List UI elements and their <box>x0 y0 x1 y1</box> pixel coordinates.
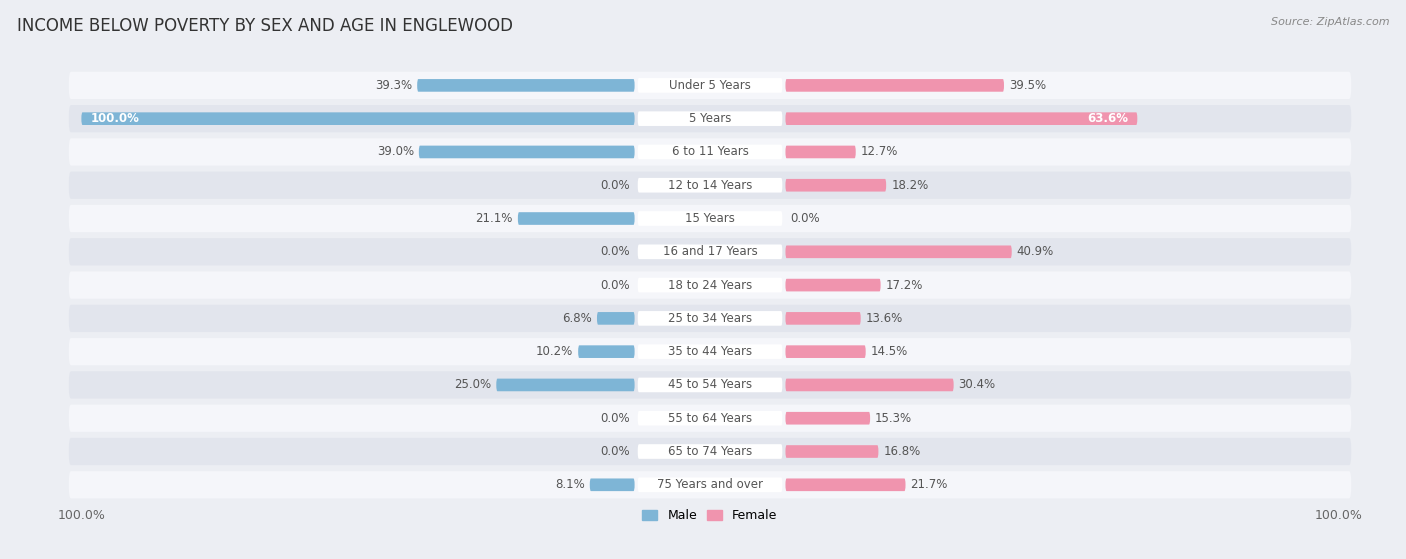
Text: 0.0%: 0.0% <box>600 179 630 192</box>
FancyBboxPatch shape <box>638 278 782 292</box>
FancyBboxPatch shape <box>786 378 953 391</box>
FancyBboxPatch shape <box>638 244 782 259</box>
Text: 15 Years: 15 Years <box>685 212 735 225</box>
Text: 12 to 14 Years: 12 to 14 Years <box>668 179 752 192</box>
FancyBboxPatch shape <box>638 311 782 326</box>
Text: 35 to 44 Years: 35 to 44 Years <box>668 345 752 358</box>
Text: 30.4%: 30.4% <box>959 378 995 391</box>
Text: 12.7%: 12.7% <box>860 145 898 158</box>
FancyBboxPatch shape <box>638 477 782 492</box>
Text: 16.8%: 16.8% <box>883 445 921 458</box>
FancyBboxPatch shape <box>786 312 860 325</box>
FancyBboxPatch shape <box>69 405 1351 432</box>
Text: 45 to 54 Years: 45 to 54 Years <box>668 378 752 391</box>
Text: INCOME BELOW POVERTY BY SEX AND AGE IN ENGLEWOOD: INCOME BELOW POVERTY BY SEX AND AGE IN E… <box>17 17 513 35</box>
Text: 21.1%: 21.1% <box>475 212 513 225</box>
Text: 0.0%: 0.0% <box>600 445 630 458</box>
FancyBboxPatch shape <box>69 138 1351 165</box>
Text: 18.2%: 18.2% <box>891 179 928 192</box>
FancyBboxPatch shape <box>786 245 1012 258</box>
Text: 8.1%: 8.1% <box>555 479 585 491</box>
Text: 17.2%: 17.2% <box>886 278 922 292</box>
FancyBboxPatch shape <box>69 72 1351 99</box>
FancyBboxPatch shape <box>69 305 1351 332</box>
Text: 16 and 17 Years: 16 and 17 Years <box>662 245 758 258</box>
FancyBboxPatch shape <box>786 445 879 458</box>
Text: 65 to 74 Years: 65 to 74 Years <box>668 445 752 458</box>
Text: 75 Years and over: 75 Years and over <box>657 479 763 491</box>
FancyBboxPatch shape <box>786 279 880 291</box>
FancyBboxPatch shape <box>69 205 1351 232</box>
FancyBboxPatch shape <box>786 79 1004 92</box>
Text: 15.3%: 15.3% <box>875 412 912 425</box>
Text: 21.7%: 21.7% <box>911 479 948 491</box>
Text: 5 Years: 5 Years <box>689 112 731 125</box>
FancyBboxPatch shape <box>638 78 782 93</box>
Text: 25.0%: 25.0% <box>454 378 491 391</box>
FancyBboxPatch shape <box>638 178 782 192</box>
Text: 13.6%: 13.6% <box>866 312 903 325</box>
Legend: Male, Female: Male, Female <box>637 504 783 527</box>
FancyBboxPatch shape <box>69 238 1351 266</box>
Text: 6 to 11 Years: 6 to 11 Years <box>672 145 748 158</box>
FancyBboxPatch shape <box>69 338 1351 365</box>
Text: 39.3%: 39.3% <box>375 79 412 92</box>
Text: Under 5 Years: Under 5 Years <box>669 79 751 92</box>
FancyBboxPatch shape <box>82 112 634 125</box>
Text: 6.8%: 6.8% <box>562 312 592 325</box>
FancyBboxPatch shape <box>69 172 1351 199</box>
FancyBboxPatch shape <box>786 179 886 192</box>
FancyBboxPatch shape <box>638 145 782 159</box>
Text: 14.5%: 14.5% <box>870 345 908 358</box>
Text: 100.0%: 100.0% <box>91 112 139 125</box>
FancyBboxPatch shape <box>418 79 634 92</box>
FancyBboxPatch shape <box>589 479 634 491</box>
Text: 10.2%: 10.2% <box>536 345 574 358</box>
Text: 40.9%: 40.9% <box>1017 245 1054 258</box>
Text: 25 to 34 Years: 25 to 34 Years <box>668 312 752 325</box>
FancyBboxPatch shape <box>69 371 1351 399</box>
FancyBboxPatch shape <box>638 411 782 425</box>
FancyBboxPatch shape <box>598 312 634 325</box>
FancyBboxPatch shape <box>69 438 1351 465</box>
FancyBboxPatch shape <box>69 105 1351 132</box>
FancyBboxPatch shape <box>69 471 1351 499</box>
FancyBboxPatch shape <box>638 111 782 126</box>
Text: 0.0%: 0.0% <box>600 278 630 292</box>
FancyBboxPatch shape <box>69 272 1351 299</box>
FancyBboxPatch shape <box>638 444 782 459</box>
Text: 0.0%: 0.0% <box>790 212 820 225</box>
FancyBboxPatch shape <box>786 479 905 491</box>
FancyBboxPatch shape <box>638 378 782 392</box>
FancyBboxPatch shape <box>419 146 634 158</box>
Text: Source: ZipAtlas.com: Source: ZipAtlas.com <box>1271 17 1389 27</box>
FancyBboxPatch shape <box>496 378 634 391</box>
Text: 18 to 24 Years: 18 to 24 Years <box>668 278 752 292</box>
FancyBboxPatch shape <box>638 211 782 226</box>
Text: 63.6%: 63.6% <box>1087 112 1128 125</box>
Text: 55 to 64 Years: 55 to 64 Years <box>668 412 752 425</box>
Text: 39.0%: 39.0% <box>377 145 413 158</box>
FancyBboxPatch shape <box>517 212 634 225</box>
FancyBboxPatch shape <box>638 344 782 359</box>
Text: 0.0%: 0.0% <box>600 245 630 258</box>
FancyBboxPatch shape <box>786 112 1137 125</box>
FancyBboxPatch shape <box>786 146 856 158</box>
Text: 39.5%: 39.5% <box>1010 79 1046 92</box>
Text: 0.0%: 0.0% <box>600 412 630 425</box>
FancyBboxPatch shape <box>578 345 634 358</box>
FancyBboxPatch shape <box>786 412 870 424</box>
FancyBboxPatch shape <box>786 345 866 358</box>
